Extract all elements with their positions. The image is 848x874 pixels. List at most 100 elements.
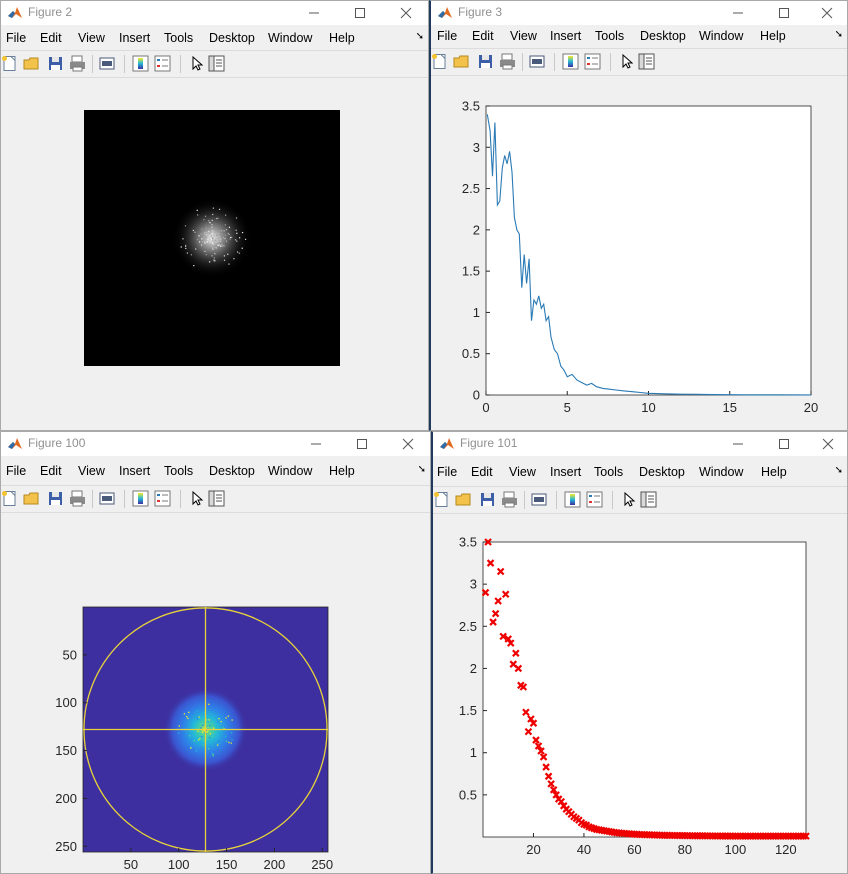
property-inspector-icon[interactable] — [208, 490, 225, 507]
minimize-button[interactable] — [715, 1, 761, 25]
print-icon[interactable] — [69, 490, 86, 507]
maximize-button[interactable] — [761, 1, 807, 25]
edit-plot-arrow-icon[interactable] — [618, 53, 635, 70]
menu-view[interactable]: View — [509, 465, 536, 479]
menu-tools[interactable]: Tools — [594, 465, 624, 479]
menu-help[interactable]: Help — [760, 29, 786, 43]
figure-3-window: Figure 3 File Edit View Insert Tools Des… — [429, 0, 848, 431]
menu-desktop[interactable]: Desktop — [209, 31, 255, 45]
x-tick-label: 100 — [168, 857, 190, 872]
save-icon[interactable] — [479, 491, 496, 508]
menu-edit[interactable]: Edit — [40, 31, 62, 45]
title-bar[interactable]: Figure 100 — [1, 432, 430, 456]
title-bar[interactable]: Figure 2 — [1, 1, 428, 25]
y-tick-label: 1.5 — [462, 264, 480, 279]
title-bar[interactable]: Figure 3 — [431, 1, 847, 25]
menu-window[interactable]: Window — [268, 464, 313, 478]
menu-window[interactable]: Window — [268, 31, 313, 45]
property-inspector-icon[interactable] — [208, 55, 225, 72]
insert-legend-icon[interactable] — [584, 53, 601, 70]
insert-colorbar-icon[interactable] — [132, 55, 149, 72]
open-file-icon[interactable] — [23, 55, 40, 72]
figure-canvas: 0 5 10 15 20 0 0.5 1 1.5 2 2.5 3 3.5 — [431, 76, 847, 430]
link-plot-icon[interactable] — [99, 55, 116, 72]
print-icon[interactable] — [69, 55, 86, 72]
heat-speckle — [212, 731, 215, 734]
close-button[interactable] — [805, 432, 847, 456]
close-button[interactable] — [804, 1, 847, 25]
insert-legend-icon[interactable] — [154, 55, 171, 72]
menu-window[interactable]: Window — [699, 29, 744, 43]
toolbar-overflow-icon[interactable]: ➘ — [834, 29, 843, 40]
maximize-button[interactable] — [761, 432, 807, 456]
menu-tools[interactable]: Tools — [164, 31, 194, 45]
open-file-icon[interactable] — [453, 53, 470, 70]
edit-plot-arrow-icon[interactable] — [188, 490, 205, 507]
toolbar-overflow-icon[interactable]: ➘ — [834, 465, 843, 476]
edit-plot-arrow-icon[interactable] — [188, 55, 205, 72]
menu-file[interactable]: File — [437, 29, 458, 43]
close-button[interactable] — [385, 432, 430, 456]
link-plot-icon[interactable] — [529, 53, 546, 70]
maximize-button[interactable] — [337, 1, 383, 25]
menu-desktop[interactable]: Desktop — [640, 29, 686, 43]
insert-legend-icon[interactable] — [154, 490, 171, 507]
print-icon[interactable] — [499, 53, 516, 70]
save-icon[interactable] — [477, 53, 494, 70]
property-inspector-icon[interactable] — [640, 491, 657, 508]
menu-insert[interactable]: Insert — [550, 29, 582, 43]
new-figure-icon[interactable] — [431, 53, 448, 70]
new-figure-icon[interactable] — [433, 491, 450, 508]
menu-window[interactable]: Window — [699, 465, 744, 479]
link-plot-icon[interactable] — [531, 491, 548, 508]
menu-insert[interactable]: Insert — [550, 465, 582, 479]
menu-edit[interactable]: Edit — [40, 464, 62, 478]
menu-file[interactable]: File — [6, 464, 27, 478]
edit-plot-arrow-icon[interactable] — [620, 491, 637, 508]
menu-desktop[interactable]: Desktop — [639, 465, 685, 479]
menu-edit[interactable]: Edit — [471, 465, 493, 479]
maximize-button[interactable] — [339, 432, 385, 456]
heat-speckle — [208, 719, 210, 721]
property-inspector-icon[interactable] — [638, 53, 655, 70]
y-tick-label: 2.5 — [459, 619, 477, 634]
open-file-icon[interactable] — [455, 491, 472, 508]
menu-file[interactable]: File — [6, 31, 27, 45]
close-button[interactable] — [383, 1, 428, 25]
new-figure-icon[interactable] — [1, 490, 18, 507]
print-icon[interactable] — [501, 491, 518, 508]
save-icon[interactable] — [47, 490, 64, 507]
menu-tools[interactable]: Tools — [595, 29, 625, 43]
new-figure-icon[interactable] — [1, 55, 18, 72]
menu-edit[interactable]: Edit — [472, 29, 494, 43]
menu-tools[interactable]: Tools — [164, 464, 194, 478]
minimize-button[interactable] — [293, 432, 339, 456]
menu-view[interactable]: View — [510, 29, 537, 43]
minimize-button[interactable] — [715, 432, 761, 456]
menu-help[interactable]: Help — [761, 465, 787, 479]
link-plot-icon[interactable] — [99, 490, 116, 507]
toolbar-overflow-icon[interactable]: ➘ — [415, 31, 424, 42]
menu-view[interactable]: View — [78, 464, 105, 478]
menu-insert[interactable]: Insert — [119, 464, 151, 478]
menu-help[interactable]: Help — [329, 31, 355, 45]
menu-help[interactable]: Help — [329, 464, 355, 478]
insert-colorbar-icon[interactable] — [132, 490, 149, 507]
insert-legend-icon[interactable] — [586, 491, 603, 508]
insert-colorbar-icon[interactable] — [564, 491, 581, 508]
menu-file[interactable]: File — [437, 465, 458, 479]
x-tick-label: 80 — [678, 842, 692, 857]
save-icon[interactable] — [47, 55, 64, 72]
open-file-icon[interactable] — [23, 490, 40, 507]
toolbar-overflow-icon[interactable]: ➘ — [417, 464, 426, 475]
menu-desktop[interactable]: Desktop — [209, 464, 255, 478]
x-tick-label: 200 — [264, 857, 286, 872]
menu-view[interactable]: View — [78, 31, 105, 45]
minimize-button[interactable] — [291, 1, 337, 25]
heat-speckle — [200, 727, 202, 729]
insert-colorbar-icon[interactable] — [562, 53, 579, 70]
data-point-marker — [534, 742, 543, 750]
heat-speckle — [225, 717, 227, 719]
menu-insert[interactable]: Insert — [119, 31, 151, 45]
title-bar[interactable]: Figure 101 — [433, 432, 847, 456]
